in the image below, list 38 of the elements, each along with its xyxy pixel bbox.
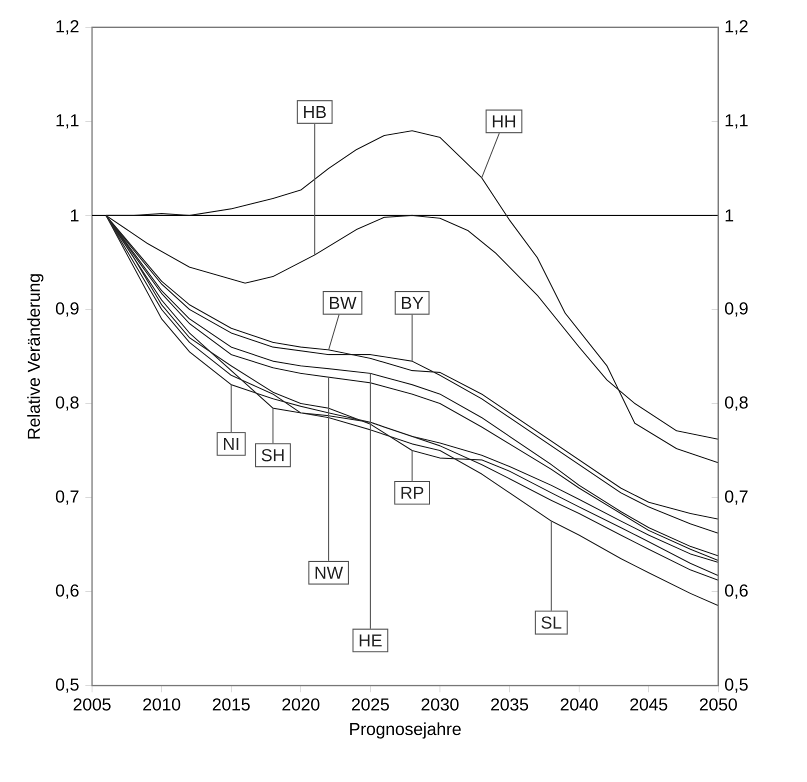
y-axis-title: Relative Veränderung [27,274,44,439]
y2-tick-label: 1 [726,210,734,222]
y2-tick-label: 0,6 [725,584,748,599]
x-tick-label: 2025 [352,698,389,711]
y2-tick-label: 0,9 [725,302,748,317]
text: SH [262,449,284,462]
y-tick-label: 0,5 [56,678,79,693]
y2-tick-label: 1,2 [726,20,748,35]
text: NI [224,438,238,450]
text: NW [316,566,344,579]
series-label: RP [402,487,424,499]
y-tick-label: 1,1 [56,114,78,129]
x-tick-label: 2045 [630,698,668,711]
text: HE [360,634,382,647]
y-tick-label: 0,9 [56,302,79,317]
x-tick-label: 2050 [700,698,737,711]
text: HB [304,106,326,118]
x-tick-label: 2015 [212,698,250,711]
x-tick-label: 2035 [491,698,528,711]
y-tick-label: 0,7 [56,490,78,505]
y2-tick-label: 0,8 [725,396,748,411]
y2-tick-label: 0,5 [725,678,748,693]
y-tick-label: 0,8 [56,396,79,411]
x-axis-title: Prognosejahre [350,722,461,739]
text: BY [402,297,424,310]
x-tick-label: 2040 [560,698,598,711]
x-tick-label: 2005 [74,698,111,711]
x-tick-label: 2010 [143,698,180,711]
text: BW [330,297,356,310]
y2-tick-label: 1,1 [726,114,748,129]
y2-tick-label: 0,7 [725,490,748,505]
y-tick-label: 0,6 [56,584,79,599]
x-tick-label: 2030 [422,698,459,711]
y-tick-label: 1,2 [56,20,78,35]
text: HH [492,116,516,128]
y-tick-label: 1 [71,210,78,222]
text: SL [541,616,562,629]
x-tick-label: 2020 [282,698,320,711]
